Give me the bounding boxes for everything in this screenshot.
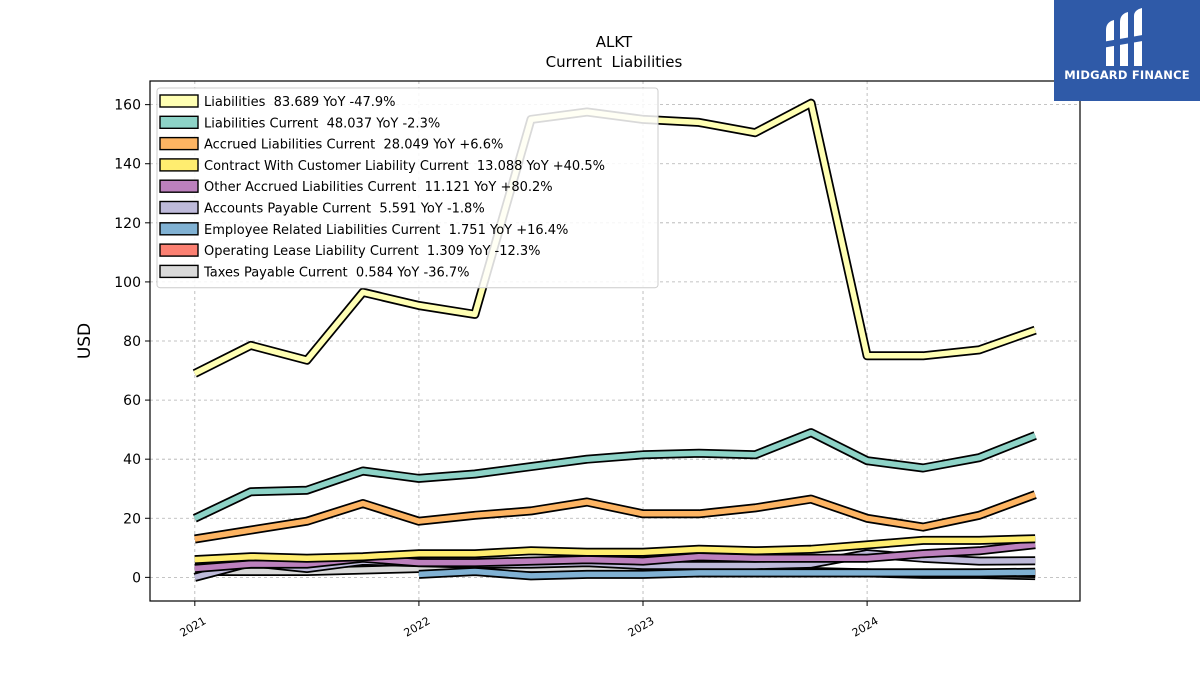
legend-swatch <box>159 94 199 108</box>
y-axis-label: USD <box>75 323 95 359</box>
logo-mark-icon <box>1102 8 1148 66</box>
y-tick-label: 100 <box>114 275 141 291</box>
x-tick-label: 2021 <box>178 614 209 639</box>
y-tick-label: 120 <box>114 216 141 232</box>
legend-swatch <box>159 264 199 279</box>
series-line <box>194 535 1036 563</box>
legend-swatch <box>159 158 199 172</box>
series-line <box>194 492 1037 542</box>
legend-entry: Accrued Liabilities Current 28.049 YoY +… <box>204 138 503 153</box>
legend-entry: Employee Related Liabilities Current 1.7… <box>204 223 568 238</box>
chart-subtitle: Current Liabilities <box>546 53 683 71</box>
legend-entry: Liabilities 83.689 YoY -47.9% <box>204 95 396 110</box>
y-tick-label: 20 <box>123 511 141 527</box>
legend-entry: Operating Lease Liability Current 1.309 … <box>204 244 541 259</box>
legend-entry: Accounts Payable Current 5.591 YoY -1.8% <box>204 202 485 217</box>
x-tick-label: 2024 <box>850 614 881 639</box>
legend-swatch <box>159 200 199 215</box>
legend-entry: Contract With Customer Liability Current… <box>204 159 605 174</box>
legend-entry: Liabilities Current 48.037 YoY -2.3% <box>204 116 440 131</box>
legend-entry: Taxes Payable Current 0.584 YoY -36.7% <box>203 265 470 280</box>
y-tick-label: 160 <box>114 98 141 114</box>
y-tick-label: 140 <box>114 157 141 173</box>
series-line <box>193 429 1037 521</box>
y-tick-label: 40 <box>123 452 141 468</box>
y-tick-label: 60 <box>123 393 141 409</box>
y-tick-label: 0 <box>132 570 141 586</box>
legend-swatch <box>159 222 199 236</box>
y-tick-label: 80 <box>123 334 141 350</box>
legend-entry: Other Accrued Liabilities Current 11.121… <box>204 180 553 195</box>
legend: Liabilities 83.689 YoY -47.9% Liabilities… <box>156 87 659 289</box>
legend-swatch <box>159 243 199 257</box>
x-tick-label: 2023 <box>626 614 657 639</box>
chart-title: ALKT <box>596 33 633 51</box>
series-line <box>418 568 1036 579</box>
legend-box <box>156 87 659 289</box>
legend-swatch <box>159 115 199 130</box>
brand-name: MIDGARD FINANCE <box>1064 68 1190 82</box>
legend-swatch <box>159 136 199 151</box>
x-tick-label: 2022 <box>402 614 433 639</box>
legend-swatch <box>159 179 199 193</box>
series-layer <box>192 98 1037 582</box>
